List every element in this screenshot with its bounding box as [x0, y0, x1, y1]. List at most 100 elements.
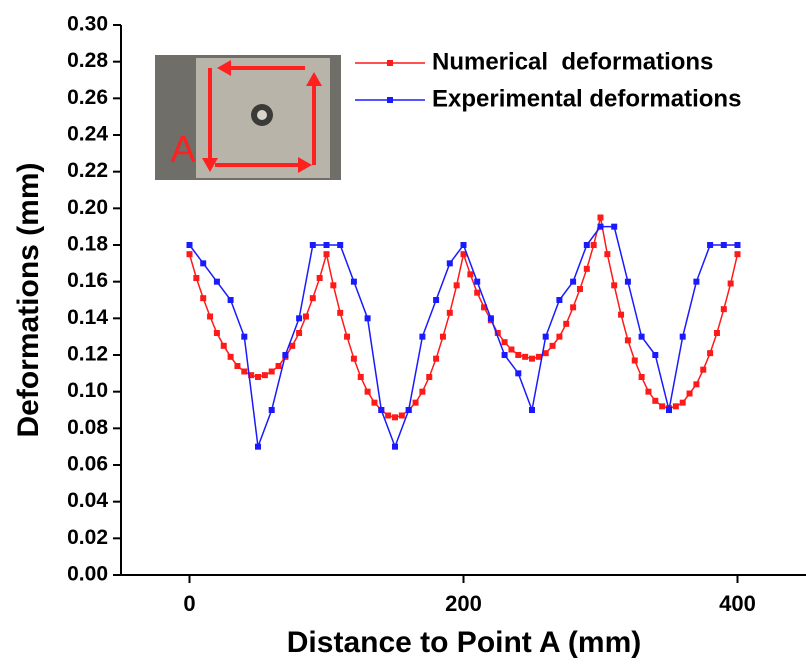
data-point: [515, 352, 522, 358]
data-point: [302, 313, 309, 320]
data-point: [542, 333, 549, 340]
data-point: [234, 363, 241, 369]
data-point: [693, 381, 700, 388]
data-point: [275, 363, 282, 369]
data-point: [378, 407, 385, 413]
data-point: [734, 242, 741, 248]
y-tick-label: 0.06: [67, 453, 108, 476]
data-point: [296, 330, 303, 336]
data-point: [364, 388, 371, 395]
y-tick-label: 0.02: [67, 526, 108, 549]
data-point: [419, 388, 426, 395]
data-point: [652, 352, 659, 358]
data-point: [700, 366, 707, 373]
data-point: [535, 353, 542, 360]
data-point: [720, 306, 727, 313]
data-point: [186, 251, 193, 258]
data-point: [357, 374, 364, 380]
data-point: [433, 297, 440, 303]
data-point: [576, 286, 583, 292]
data-point: [727, 280, 734, 287]
data-point: [590, 242, 597, 248]
data-point: [666, 407, 672, 413]
data-point: [227, 353, 234, 360]
data-point: [529, 407, 535, 413]
y-tick-label: 0.14: [67, 306, 108, 329]
data-point: [563, 320, 570, 327]
data-point: [679, 399, 686, 406]
data-point: [350, 278, 357, 285]
data-point: [439, 333, 446, 340]
data-point: [720, 242, 727, 248]
data-point: [556, 333, 563, 340]
x-tick-label: 400: [719, 591, 756, 616]
data-point: [611, 282, 618, 289]
data-point: [638, 333, 645, 340]
data-point: [679, 333, 686, 340]
data-point: [645, 388, 652, 395]
data-point: [707, 242, 714, 248]
data-point: [494, 330, 501, 336]
data-point: [611, 223, 618, 230]
data-point: [508, 346, 515, 353]
y-tick-label: 0.26: [67, 86, 108, 109]
data-point: [624, 337, 631, 344]
data-point: [467, 271, 474, 278]
data-point: [248, 372, 255, 379]
data-point: [316, 275, 323, 281]
y-tick-label: 0.22: [67, 159, 108, 182]
photo-bolt: [257, 110, 267, 120]
legend-marker: [387, 60, 393, 66]
inset-photo: A: [155, 55, 341, 180]
data-point: [624, 278, 631, 285]
series: [186, 214, 741, 421]
legend-label: Numerical deformations: [432, 48, 713, 75]
data-point: [337, 309, 344, 316]
y-tick-label: 0.28: [67, 49, 108, 72]
data-point: [446, 260, 453, 267]
legend-label: Experimental deformations: [432, 85, 741, 112]
data-point: [241, 333, 248, 340]
data-point: [213, 330, 220, 336]
series-line: [188, 225, 738, 449]
y-tick-label: 0.04: [67, 489, 108, 512]
data-point: [296, 315, 303, 322]
data-point: [268, 368, 275, 375]
data-point: [330, 282, 337, 289]
x-axis-title: Distance to Point A (mm): [287, 626, 641, 659]
legend-marker: [387, 97, 393, 103]
y-tick-label: 0.16: [67, 269, 108, 292]
data-point: [220, 342, 227, 349]
data-point: [522, 353, 529, 360]
y-axis-title: Deformations (mm): [12, 162, 45, 437]
data-point: [529, 355, 535, 362]
data-point: [309, 295, 316, 302]
data-point: [597, 214, 604, 221]
series: [186, 223, 741, 450]
data-point: [323, 242, 330, 248]
data-point: [659, 403, 666, 410]
data-point: [371, 399, 378, 406]
y-tick-label: 0.00: [67, 563, 108, 586]
data-point: [337, 242, 344, 248]
data-point: [186, 242, 193, 248]
data-point: [241, 368, 248, 375]
data-point: [309, 242, 316, 248]
data-point: [501, 352, 508, 358]
data-point: [446, 309, 453, 316]
y-tick-label: 0.18: [67, 233, 108, 256]
inset-arrows: [202, 60, 322, 173]
data-point: [693, 278, 700, 285]
x-tick-label: 0: [183, 591, 195, 616]
y-tick-label: 0.24: [67, 123, 108, 146]
y-tick-label: 0.10: [67, 379, 108, 402]
data-point: [398, 412, 405, 419]
x-tick-label: 200: [445, 591, 482, 616]
data-point: [481, 304, 488, 311]
data-point: [474, 278, 481, 285]
data-point: [419, 333, 426, 340]
data-point: [282, 352, 289, 358]
data-point: [405, 407, 412, 413]
data-point: [652, 397, 659, 404]
data-point: [200, 295, 207, 302]
